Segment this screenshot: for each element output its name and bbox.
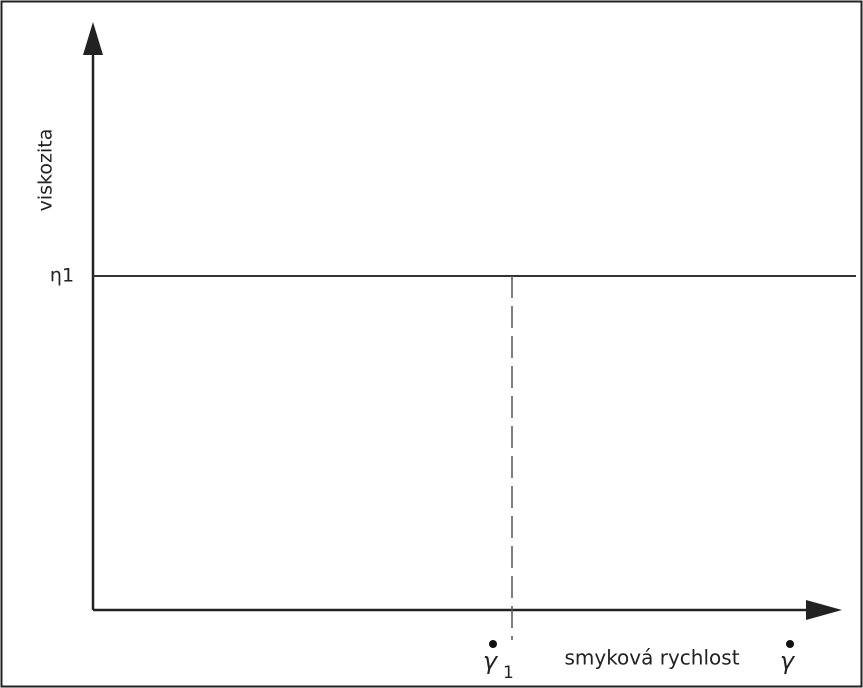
x-axis-arrow xyxy=(806,600,842,620)
dot xyxy=(786,640,794,648)
x-axis-symbol: γ xyxy=(780,647,796,675)
marker-subscript: 1 xyxy=(503,663,514,683)
y-axis-label: viskozita xyxy=(35,129,57,212)
dot xyxy=(489,640,497,648)
x-axis-label: smyková rychlost xyxy=(564,646,739,670)
level-label: η1 xyxy=(50,265,74,287)
marker-symbol: γ xyxy=(483,647,499,675)
y-axis-arrow xyxy=(83,22,103,55)
